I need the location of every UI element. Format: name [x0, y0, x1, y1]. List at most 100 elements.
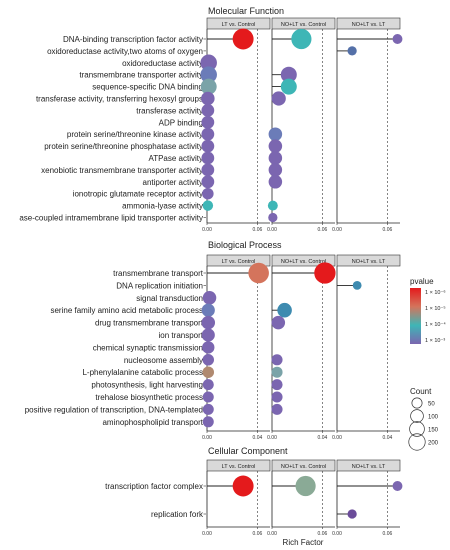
term-label: ion transport	[159, 331, 204, 340]
data-point	[202, 200, 214, 211]
data-point	[268, 127, 283, 141]
facet-strip-label: LT vs. Control	[222, 22, 256, 28]
count-legend-label: 200	[428, 441, 439, 447]
data-point	[202, 187, 214, 200]
data-point	[201, 315, 216, 330]
term-label: transferase activity	[136, 106, 203, 115]
x-tick-label: 0.06	[318, 531, 328, 537]
facet-strip	[271, 17, 336, 30]
panel-title: Cellular Component	[208, 446, 288, 456]
x-tick-label: 0.06	[383, 531, 393, 537]
term-label: ATPase activity	[148, 154, 203, 163]
data-point	[268, 212, 278, 223]
term-label: ADP binding	[159, 118, 203, 127]
count-legend-label: 50	[428, 402, 435, 408]
data-point	[232, 475, 254, 497]
data-point	[201, 127, 215, 141]
term-label: photosynthesis, light harvesting	[91, 381, 203, 390]
term-label: DNA replication initiation	[116, 281, 203, 290]
data-point	[248, 262, 269, 284]
data-point	[291, 28, 312, 50]
term-label: signal transduction	[136, 294, 203, 303]
facet-strip-label: NO+LT vs. LT	[352, 259, 386, 265]
x-tick-label: 0.06	[318, 227, 328, 233]
term-label: aminophospholipid transport	[102, 418, 203, 427]
data-point	[352, 280, 362, 290]
term-label: protein serine/threonine phosphatase act…	[44, 142, 203, 151]
term-label: protein serine/threonine kinase activity	[67, 130, 203, 139]
term-label: sequence-specific DNA binding	[92, 83, 203, 92]
term-label: xenobiotic transmembrane transporter act…	[41, 166, 203, 175]
term-label: antiporter activity	[143, 178, 203, 187]
data-point	[201, 139, 215, 153]
count-legend-label: 150	[428, 428, 439, 434]
data-point	[201, 303, 215, 317]
x-tick-label: 0.06	[253, 227, 263, 233]
data-point	[314, 262, 336, 284]
data-point	[201, 175, 215, 189]
data-point	[347, 46, 357, 56]
color-legend-title: pvalue	[410, 277, 434, 286]
term-label: L-phenylalanine catabolic process	[82, 368, 203, 377]
count-legend-symbol	[410, 409, 424, 423]
term-label: chemical synaptic transmission	[93, 343, 203, 352]
facet-strip	[336, 459, 401, 472]
data-point	[277, 302, 292, 318]
facet-strip-label: NO+LT vs. LT	[352, 22, 386, 28]
x-tick-label: 0.00	[332, 227, 342, 233]
term-label: oxidoreductase activity,two atoms of oxy…	[47, 47, 203, 56]
data-point	[232, 28, 254, 50]
term-label: nucleosome assembly	[124, 356, 203, 365]
data-point	[280, 78, 297, 95]
data-point	[202, 354, 215, 366]
pvalue-legend-label: 1 × 10⁻⁶	[425, 289, 446, 296]
x-tick-label: 0.06	[383, 227, 393, 233]
term-label: positive regulation of transcription, DN…	[25, 405, 203, 414]
data-point	[271, 91, 286, 106]
data-point	[201, 163, 215, 177]
data-point	[202, 366, 215, 378]
facet-strip	[206, 254, 271, 267]
term-label: trehalose biosynthetic process	[95, 393, 203, 402]
term-label: transferase activity, transferring hexos…	[36, 95, 203, 104]
x-tick-label: 0.00	[202, 435, 212, 441]
count-legend-symbol	[411, 397, 423, 409]
term-label: transcription factor complex	[105, 482, 203, 491]
facet-strip	[206, 459, 271, 472]
data-point	[271, 354, 283, 366]
term-label: oxidoreductase activity	[122, 59, 203, 68]
data-point	[392, 34, 403, 44]
data-point	[201, 328, 215, 342]
term-label: ammonia-lyase activity	[122, 202, 203, 211]
x-tick-label: 0.00	[267, 435, 277, 441]
facet-strip-label: NO+LT vs. Control	[281, 259, 326, 265]
panel-title: Biological Process	[208, 240, 282, 250]
pvalue-legend-label: 1 × 10⁻³	[425, 338, 445, 344]
x-tick-label: 0.00	[202, 227, 212, 233]
x-axis-title: Rich Factor	[283, 538, 324, 547]
data-point	[271, 315, 286, 330]
facet-strip-label: NO+LT vs. Control	[281, 22, 326, 28]
facet-strip	[271, 254, 336, 267]
data-point	[202, 403, 214, 415]
data-point	[347, 509, 357, 519]
facet-strip-label: LT vs. Control	[222, 464, 256, 470]
data-point	[268, 175, 283, 189]
data-point	[268, 139, 283, 153]
term-label: serine family amino acid metabolic proce…	[50, 306, 203, 315]
x-tick-label: 0.00	[332, 531, 342, 537]
data-point	[202, 291, 217, 305]
term-label: DNA-binding transcription factor activit…	[63, 35, 203, 44]
pvalue-legend-label: 1 × 10⁻⁵	[425, 305, 446, 312]
x-tick-label: 0.00	[267, 227, 277, 233]
data-point	[271, 379, 283, 391]
term-label: transmembrane transport	[113, 269, 204, 278]
data-point	[200, 78, 217, 95]
facet-strip	[336, 17, 401, 30]
data-point	[271, 391, 283, 403]
pvalue-legend-label: 1 × 10⁻⁴	[425, 321, 446, 328]
data-point	[271, 366, 283, 378]
term-label: transmembrane transporter activity	[79, 71, 203, 80]
term-label: replication fork	[151, 510, 204, 519]
